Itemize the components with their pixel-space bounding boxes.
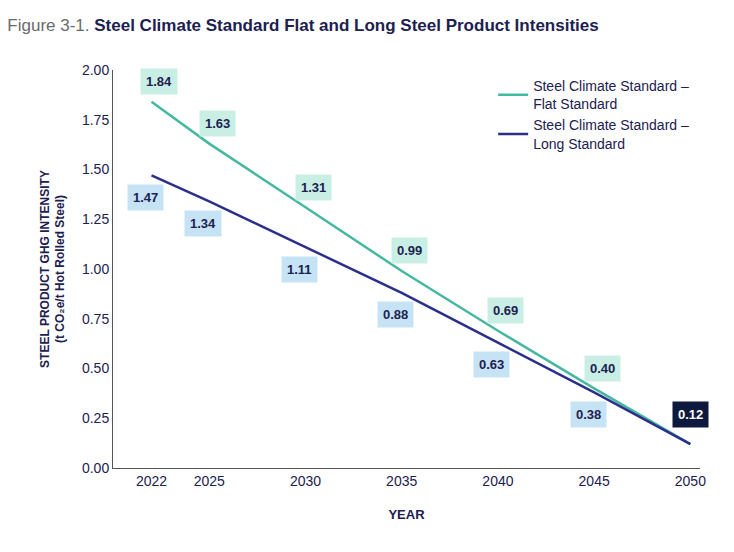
svg-text:1.25: 1.25 [82, 211, 109, 227]
svg-text:0.88: 0.88 [383, 307, 408, 322]
svg-text:1.34: 1.34 [190, 216, 216, 231]
svg-text:0.63: 0.63 [479, 357, 504, 372]
svg-text:STEEL PRODUCT GHG INTENSITY(t: STEEL PRODUCT GHG INTENSITY(t CO₂e/t Hot… [38, 170, 68, 368]
svg-text:1.47: 1.47 [133, 190, 158, 205]
svg-text:2040: 2040 [482, 473, 513, 489]
svg-text:1.84: 1.84 [146, 74, 172, 89]
svg-text:1.75: 1.75 [82, 112, 109, 128]
svg-text:2035: 2035 [386, 473, 417, 489]
svg-text:2050: 2050 [675, 473, 706, 489]
svg-text:0.38: 0.38 [576, 407, 601, 422]
svg-text:1.50: 1.50 [82, 161, 109, 177]
svg-text:0.50: 0.50 [82, 360, 109, 376]
svg-text:1.00: 1.00 [82, 261, 109, 277]
svg-text:Steel Climate Standard –Flat S: Steel Climate Standard –Flat Standard [533, 78, 689, 112]
svg-text:0.12: 0.12 [678, 407, 703, 422]
svg-text:2030: 2030 [290, 473, 321, 489]
svg-text:0.00: 0.00 [82, 460, 109, 476]
svg-text:Figure 3-1. Steel Climate Stan: Figure 3-1. Steel Climate Standard Flat … [7, 16, 598, 35]
svg-text:0.25: 0.25 [82, 410, 109, 426]
svg-text:YEAR: YEAR [388, 507, 425, 522]
svg-text:2045: 2045 [579, 473, 610, 489]
svg-text:0.40: 0.40 [590, 361, 615, 376]
svg-text:2.00: 2.00 [82, 62, 109, 78]
svg-text:2022: 2022 [136, 473, 167, 489]
svg-text:1.11: 1.11 [287, 262, 312, 277]
svg-text:Steel Climate Standard –Long S: Steel Climate Standard –Long Standard [533, 117, 689, 151]
svg-text:1.63: 1.63 [205, 116, 230, 131]
svg-text:0.69: 0.69 [493, 303, 518, 318]
svg-text:2025: 2025 [194, 473, 225, 489]
svg-text:1.31: 1.31 [301, 180, 326, 195]
svg-text:0.99: 0.99 [397, 243, 422, 258]
svg-text:0.75: 0.75 [82, 311, 109, 327]
